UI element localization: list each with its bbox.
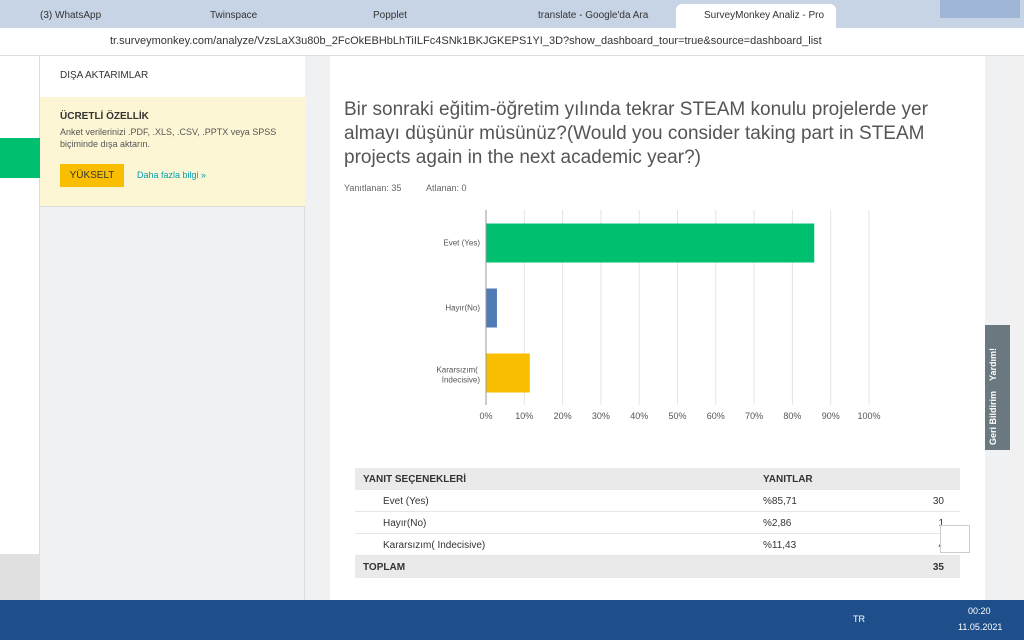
- x-tick-label: 10%: [515, 411, 533, 421]
- panel-title: DIŞA AKTARIMLAR: [40, 56, 305, 97]
- window-controls[interactable]: [940, 0, 1020, 18]
- total-value: 35: [932, 562, 944, 573]
- table-row[interactable]: Kararsızım( Indecisive)%11,434: [355, 534, 960, 556]
- promo-text: Anket verilerinizi .PDF, .XLS, .CSV, .PP…: [60, 127, 277, 149]
- collapse[interactable]: [0, 554, 40, 600]
- bar: [486, 223, 815, 263]
- taskbar: TR 00:20 11.05.2021: [0, 600, 1024, 640]
- more-link[interactable]: Daha fazla bilgi »: [137, 170, 207, 180]
- skipped: Atlanan: 0: [426, 183, 467, 193]
- date: 11.05.2021: [958, 622, 1003, 632]
- total-label: TOPLAM: [363, 562, 406, 573]
- promo: ÜCRETLİ ÖZELLİK Anket verilerinizi .PDF,…: [40, 97, 305, 207]
- y-tick-label: Kararsızım( Indecisive): [436, 366, 480, 385]
- x-tick-label: 30%: [592, 411, 610, 421]
- table-cell: %2,86: [763, 518, 792, 529]
- x-tick-label: 0%: [479, 411, 492, 421]
- x-tick-label: 100%: [857, 411, 880, 421]
- answered: Yanıtlanan: 35: [344, 183, 402, 193]
- tab[interactable]: (3) WhatsApp: [40, 10, 102, 21]
- x-tick-label: 60%: [707, 411, 725, 421]
- table-cell: 30: [932, 496, 944, 507]
- toolbar: tr.surveymonkey.com/analyze/VzsLaX3u80b_…: [0, 28, 1024, 56]
- header-cell: YANIT SEÇENEKLERİ: [363, 474, 466, 485]
- table-cell: %11,43: [763, 540, 797, 551]
- promo-title: ÜCRETLİ ÖZELLİK: [60, 111, 149, 122]
- x-tick-label: 40%: [630, 411, 648, 421]
- icon-rail: [0, 56, 40, 600]
- tab[interactable]: translate - Google'da Ara: [538, 10, 649, 21]
- table-row[interactable]: Hayır(No) %2,86 1: [355, 512, 960, 534]
- table-cell: Hayır(No): [383, 518, 427, 529]
- upgrade-button[interactable]: YÜKSELT: [60, 164, 124, 187]
- question-text: Bir sonraki eğitim-öğretim yılında tekra…: [344, 99, 928, 168]
- scroll-top[interactable]: [940, 525, 970, 553]
- chart: 0% 10% 20% 30% 40% 50% 60% 70% 80% 90% 100% Evet (Y…: [436, 210, 881, 421]
- x-tick-label: 90%: [822, 411, 840, 421]
- export-icon[interactable]: [0, 138, 40, 178]
- scrollbar[interactable]: [1010, 56, 1024, 600]
- total-row: TOPLAM 35: [355, 556, 960, 578]
- url[interactable]: tr.surveymonkey.com/analyze/VzsLaX3u80b_…: [110, 35, 822, 47]
- results-table: YANIT SEÇENEKLERİ YANITLAR Evet (Yes) %85…: [355, 468, 960, 578]
- feedback[interactable]: Geri Bildirim: [988, 390, 998, 445]
- help[interactable]: Yardım!: [988, 347, 998, 381]
- y-tick-label: Hayır(No): [445, 304, 480, 313]
- tab[interactable]: Twinspace: [210, 10, 258, 21]
- x-tick-label: 20%: [554, 411, 572, 421]
- time: 00:20: [968, 606, 991, 616]
- question-card: Bir sonraki eğitim-öğretim yılında tekra…: [330, 56, 985, 600]
- feedback-tab[interactable]: Geri Bildirim Yardım!: [985, 325, 1010, 450]
- lang[interactable]: TR: [853, 614, 865, 624]
- table-cell: Evet (Yes): [383, 496, 429, 507]
- x-tick-label: 80%: [783, 411, 801, 421]
- table-cell: Kararsızım( Indecisive): [383, 540, 486, 551]
- x-tick-label: 50%: [668, 411, 686, 421]
- x-tick-label: 70%: [745, 411, 763, 421]
- bar: [486, 288, 497, 328]
- panel: DIŞA AKTARIMLAR ÜCRETLİ ÖZELLİK Anket ve…: [40, 56, 305, 600]
- y-tick-label: Evet (Yes): [443, 239, 480, 248]
- header-cell: YANITLAR: [763, 474, 813, 485]
- tab[interactable]: Popplet: [373, 10, 407, 21]
- table-cell: 1: [938, 518, 944, 529]
- table-header: YANIT SEÇENEKLERİ YANITLAR: [355, 468, 960, 490]
- table-cell: %85,71: [763, 496, 797, 507]
- table-row[interactable]: Evet (Yes) %85,71 30: [355, 490, 960, 512]
- tab-strip: (3) WhatsApp Twinspace Popplet translate…: [0, 0, 1024, 28]
- tab[interactable]: SurveyMonkey Analiz - Pro: [676, 4, 836, 28]
- bar: [486, 353, 530, 393]
